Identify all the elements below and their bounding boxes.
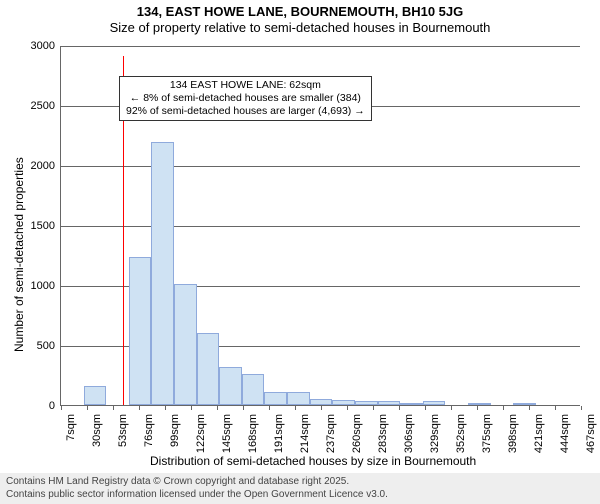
annotation-line: 92% of semi-detached houses are larger (…: [126, 105, 365, 118]
histogram-bar: [219, 367, 242, 405]
chart-subtitle: Size of property relative to semi-detach…: [0, 20, 600, 35]
x-tick-label: 191sqm: [273, 414, 285, 453]
x-tick-label: 467sqm: [585, 414, 597, 453]
histogram-bar: [378, 401, 401, 405]
x-tick-mark: [191, 406, 192, 410]
y-tick-label: 2500: [31, 100, 55, 112]
x-tick-mark: [165, 406, 166, 410]
x-tick-label: 7sqm: [65, 414, 77, 441]
x-tick-label: 375sqm: [481, 414, 493, 453]
x-tick-label: 237sqm: [325, 414, 337, 453]
histogram-bar: [129, 257, 152, 405]
x-tick-mark: [295, 406, 296, 410]
x-tick-mark: [373, 406, 374, 410]
histogram-bar: [423, 401, 446, 405]
histogram-bar: [468, 403, 491, 405]
footer-line-2: Contains public sector information licen…: [6, 489, 594, 502]
x-tick-mark: [139, 406, 140, 410]
x-tick-label: 214sqm: [299, 414, 311, 453]
histogram-bar: [355, 401, 378, 405]
x-tick-label: 76sqm: [143, 414, 155, 447]
x-tick-mark: [399, 406, 400, 410]
histogram-bar: [287, 392, 310, 405]
x-tick-label: 444sqm: [559, 414, 571, 453]
x-tick-label: 145sqm: [221, 414, 233, 453]
y-tick-label: 2000: [31, 160, 55, 172]
x-tick-mark: [477, 406, 478, 410]
x-tick-label: 329sqm: [429, 414, 441, 453]
histogram-bar: [513, 403, 536, 405]
x-tick-mark: [425, 406, 426, 410]
x-tick-label: 53sqm: [117, 414, 129, 447]
x-axis-title: Distribution of semi-detached houses by …: [150, 454, 476, 468]
x-tick-label: 398sqm: [507, 414, 519, 453]
x-tick-mark: [269, 406, 270, 410]
x-tick-mark: [529, 406, 530, 410]
x-tick-label: 306sqm: [403, 414, 415, 453]
y-axis-label: Number of semi-detached properties: [12, 157, 26, 352]
histogram-bar: [332, 400, 355, 405]
y-tick-label: 500: [37, 340, 55, 352]
x-tick-mark: [321, 406, 322, 410]
x-tick-mark: [555, 406, 556, 410]
x-tick-label: 99sqm: [169, 414, 181, 447]
gridline: [61, 46, 580, 47]
x-tick-label: 30sqm: [91, 414, 103, 447]
histogram-bar: [400, 403, 423, 405]
histogram-bar: [174, 284, 197, 405]
x-tick-label: 122sqm: [195, 414, 207, 453]
x-tick-label: 168sqm: [247, 414, 259, 453]
histogram-bar: [242, 374, 265, 405]
chart-title: 134, EAST HOWE LANE, BOURNEMOUTH, BH10 5…: [0, 4, 600, 19]
x-tick-mark: [503, 406, 504, 410]
histogram-bar: [197, 333, 220, 405]
y-tick-label: 3000: [31, 40, 55, 52]
plot-area: 0500100015002000250030007sqm30sqm53sqm76…: [60, 46, 580, 406]
annotation-line: ← 8% of semi-detached houses are smaller…: [126, 92, 365, 105]
x-tick-mark: [347, 406, 348, 410]
x-tick-mark: [217, 406, 218, 410]
x-tick-label: 260sqm: [351, 414, 363, 453]
x-tick-label: 352sqm: [455, 414, 467, 453]
histogram-bar: [310, 399, 333, 405]
footer: Contains HM Land Registry data © Crown c…: [0, 473, 600, 504]
gridline: [61, 226, 580, 227]
x-tick-mark: [243, 406, 244, 410]
x-tick-mark: [451, 406, 452, 410]
annotation-line: 134 EAST HOWE LANE: 62sqm: [126, 79, 365, 92]
x-tick-mark: [113, 406, 114, 410]
y-tick-label: 1500: [31, 220, 55, 232]
gridline: [61, 166, 580, 167]
y-tick-label: 0: [49, 400, 55, 412]
x-tick-label: 421sqm: [533, 414, 545, 453]
y-tick-label: 1000: [31, 280, 55, 292]
histogram-bar: [84, 386, 107, 405]
x-tick-mark: [61, 406, 62, 410]
x-tick-mark: [581, 406, 582, 410]
annotation-box: 134 EAST HOWE LANE: 62sqm← 8% of semi-de…: [119, 76, 372, 121]
histogram-bar: [151, 142, 174, 405]
x-tick-mark: [87, 406, 88, 410]
x-tick-label: 283sqm: [377, 414, 389, 453]
plot-wrap: 0500100015002000250030007sqm30sqm53sqm76…: [60, 46, 580, 406]
footer-line-1: Contains HM Land Registry data © Crown c…: [6, 476, 594, 489]
histogram-bar: [264, 392, 287, 405]
